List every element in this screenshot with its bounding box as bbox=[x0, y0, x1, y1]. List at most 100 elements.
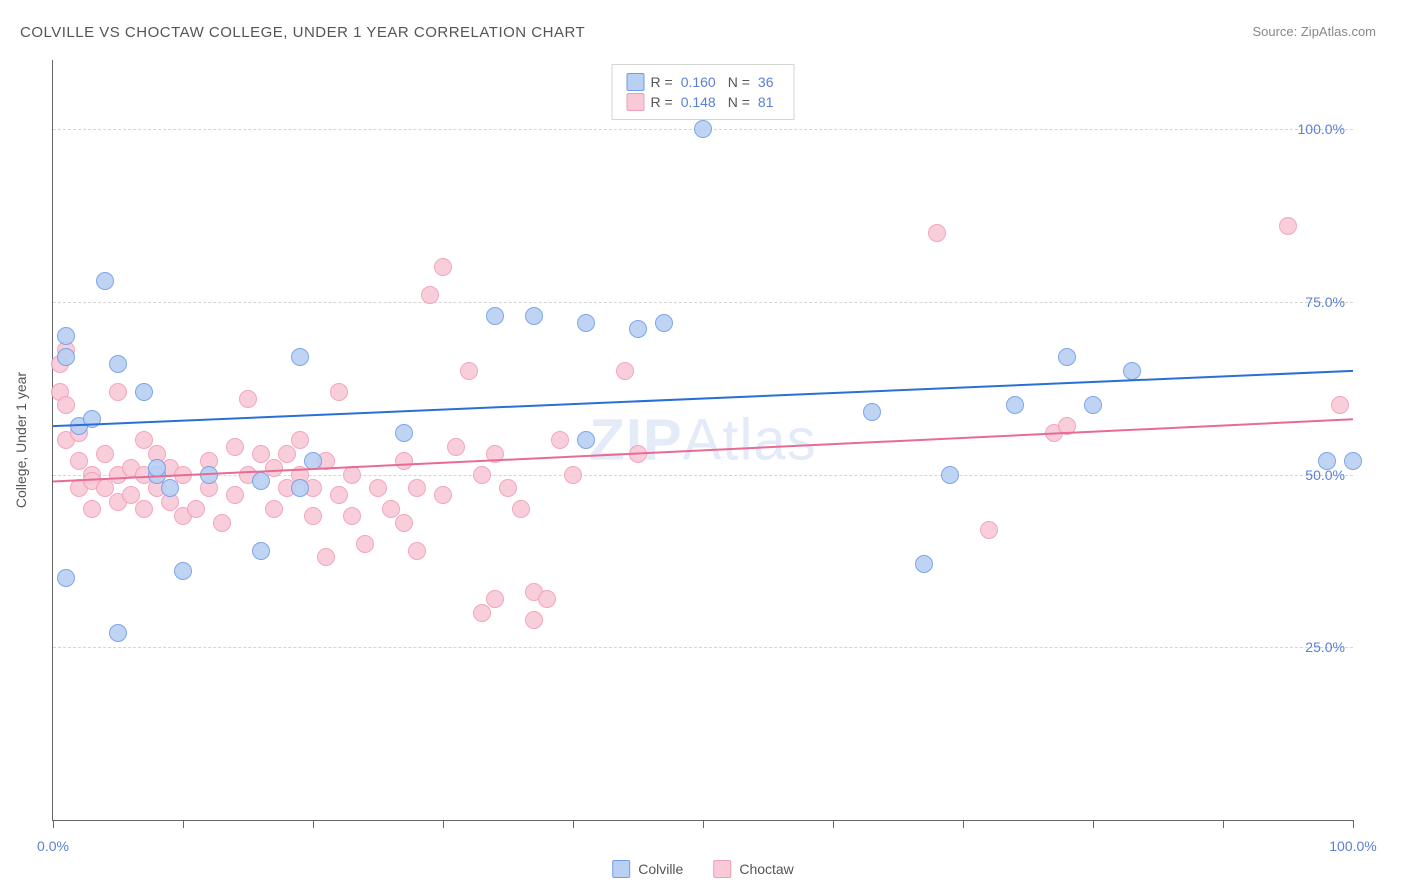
scatter-point bbox=[525, 611, 543, 629]
legend-label: Choctaw bbox=[739, 861, 793, 877]
source-label: Source: ZipAtlas.com bbox=[1252, 24, 1376, 39]
scatter-point bbox=[629, 320, 647, 338]
scatter-point bbox=[486, 307, 504, 325]
scatter-point bbox=[1331, 396, 1349, 414]
scatter-point bbox=[343, 466, 361, 484]
x-tick-label: 0.0% bbox=[37, 838, 69, 854]
scatter-point bbox=[408, 542, 426, 560]
x-tick bbox=[53, 820, 54, 828]
scatter-point bbox=[174, 562, 192, 580]
scatter-point bbox=[291, 479, 309, 497]
scatter-point bbox=[252, 542, 270, 560]
plot-area: ZIPAtlas College, Under 1 year R =0.160 … bbox=[52, 60, 1353, 821]
legend-item-choctaw: Choctaw bbox=[713, 860, 793, 878]
scatter-point bbox=[109, 383, 127, 401]
scatter-point bbox=[356, 535, 374, 553]
x-tick bbox=[703, 820, 704, 828]
scatter-point bbox=[148, 459, 166, 477]
scatter-point bbox=[915, 555, 933, 573]
scatter-point bbox=[317, 548, 335, 566]
scatter-point bbox=[291, 431, 309, 449]
y-tick-label: 100.0% bbox=[1298, 121, 1345, 137]
x-tick-label: 100.0% bbox=[1329, 838, 1376, 854]
legend-label: Colville bbox=[638, 861, 683, 877]
y-axis-title: College, Under 1 year bbox=[13, 372, 29, 508]
chart-title: COLVILLE VS CHOCTAW COLLEGE, UNDER 1 YEA… bbox=[20, 24, 585, 41]
legend-series: Colville Choctaw bbox=[612, 860, 794, 878]
scatter-point bbox=[1084, 396, 1102, 414]
scatter-point bbox=[226, 438, 244, 456]
gridline bbox=[53, 302, 1353, 303]
scatter-point bbox=[135, 500, 153, 518]
x-tick bbox=[833, 820, 834, 828]
scatter-point bbox=[187, 500, 205, 518]
scatter-point bbox=[330, 486, 348, 504]
x-tick bbox=[183, 820, 184, 828]
x-tick bbox=[313, 820, 314, 828]
scatter-point bbox=[57, 396, 75, 414]
scatter-point bbox=[1344, 452, 1362, 470]
scatter-point bbox=[473, 466, 491, 484]
scatter-point bbox=[434, 486, 452, 504]
scatter-point bbox=[551, 431, 569, 449]
legend-stats: R =0.160 N =36 R =0.148 N =81 bbox=[612, 64, 795, 120]
scatter-point bbox=[161, 479, 179, 497]
scatter-point bbox=[57, 348, 75, 366]
scatter-point bbox=[1006, 396, 1024, 414]
scatter-point bbox=[57, 327, 75, 345]
scatter-point bbox=[265, 459, 283, 477]
x-tick bbox=[573, 820, 574, 828]
scatter-point bbox=[434, 258, 452, 276]
legend-stats-row-colville: R =0.160 N =36 bbox=[627, 73, 780, 91]
scatter-point bbox=[109, 355, 127, 373]
scatter-point bbox=[174, 466, 192, 484]
scatter-point bbox=[57, 569, 75, 587]
scatter-point bbox=[694, 120, 712, 138]
scatter-point bbox=[460, 362, 478, 380]
scatter-point bbox=[941, 466, 959, 484]
y-tick-label: 25.0% bbox=[1305, 639, 1345, 655]
scatter-point bbox=[577, 431, 595, 449]
scatter-point bbox=[96, 445, 114, 463]
scatter-point bbox=[980, 521, 998, 539]
scatter-point bbox=[447, 438, 465, 456]
scatter-point bbox=[96, 272, 114, 290]
scatter-point bbox=[408, 479, 426, 497]
legend-swatch-choctaw bbox=[627, 93, 645, 111]
legend-swatch-colville bbox=[627, 73, 645, 91]
legend-item-colville: Colville bbox=[612, 860, 683, 878]
scatter-point bbox=[109, 624, 127, 642]
scatter-point bbox=[343, 507, 361, 525]
scatter-point bbox=[278, 445, 296, 463]
scatter-point bbox=[577, 314, 595, 332]
scatter-point bbox=[213, 514, 231, 532]
scatter-point bbox=[200, 466, 218, 484]
scatter-point bbox=[291, 348, 309, 366]
x-tick bbox=[1093, 820, 1094, 828]
scatter-point bbox=[1279, 217, 1297, 235]
x-tick bbox=[1353, 820, 1354, 828]
scatter-point bbox=[304, 507, 322, 525]
legend-stats-row-choctaw: R =0.148 N =81 bbox=[627, 93, 780, 111]
scatter-point bbox=[1058, 417, 1076, 435]
scatter-point bbox=[226, 486, 244, 504]
scatter-point bbox=[421, 286, 439, 304]
scatter-point bbox=[655, 314, 673, 332]
scatter-point bbox=[863, 403, 881, 421]
legend-swatch-colville-b bbox=[612, 860, 630, 878]
scatter-point bbox=[928, 224, 946, 242]
scatter-point bbox=[83, 410, 101, 428]
scatter-point bbox=[265, 500, 283, 518]
scatter-point bbox=[512, 500, 530, 518]
scatter-point bbox=[564, 466, 582, 484]
legend-swatch-choctaw-b bbox=[713, 860, 731, 878]
scatter-point bbox=[369, 479, 387, 497]
watermark: ZIPAtlas bbox=[589, 407, 816, 474]
scatter-point bbox=[499, 479, 517, 497]
scatter-point bbox=[252, 472, 270, 490]
scatter-point bbox=[395, 514, 413, 532]
y-tick-label: 75.0% bbox=[1305, 294, 1345, 310]
scatter-point bbox=[330, 383, 348, 401]
scatter-point bbox=[486, 445, 504, 463]
scatter-point bbox=[1318, 452, 1336, 470]
